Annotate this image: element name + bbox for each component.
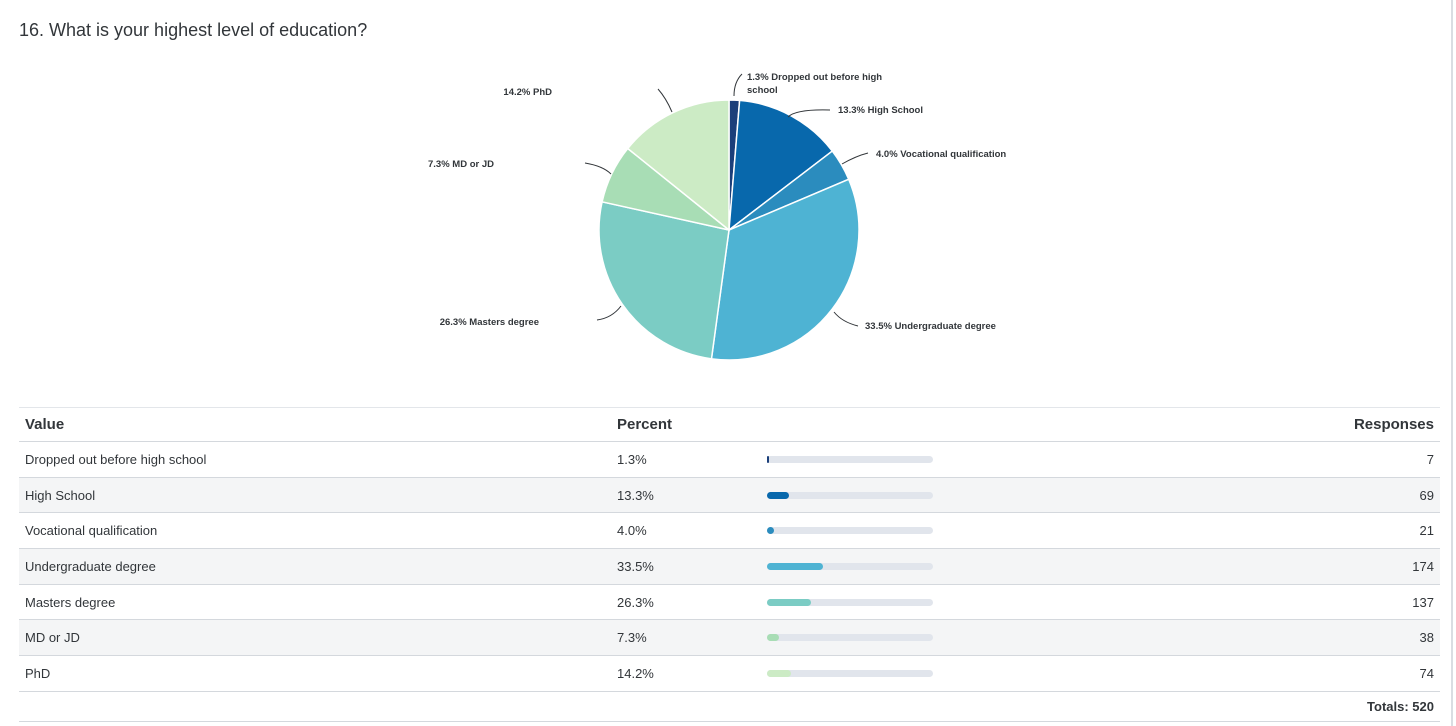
percent-header: Percent <box>617 416 673 433</box>
label-leader-line <box>787 109 831 118</box>
pie-data-label: 33.5% Undergraduate degree <box>865 321 996 332</box>
row-responses: 74 <box>1419 665 1434 681</box>
row-value: High School <box>25 487 96 503</box>
row-bar <box>761 549 951 585</box>
label-leader-line <box>584 162 612 175</box>
bar-header <box>761 408 951 442</box>
bar-track <box>767 491 933 499</box>
bar-fill <box>767 455 770 463</box>
bar-fill <box>767 634 780 642</box>
pie-data-label: 4.0% Vocational qualification <box>876 149 1006 160</box>
bar-fill <box>767 527 774 535</box>
label-leader-line <box>657 88 673 113</box>
table-row: Undergraduate degree 33.5% 174 <box>19 548 1440 585</box>
pie-data-label: 13.3% High School <box>838 105 923 116</box>
pie-slice-masters-degree[interactable] <box>598 200 730 360</box>
table-row: Masters degree 26.3% 137 <box>19 584 1440 620</box>
table-row: MD or JD 7.3% 38 <box>19 619 1440 656</box>
row-bar <box>761 477 951 513</box>
label-leader-line <box>733 73 743 97</box>
row-responses: 137 <box>1412 594 1434 610</box>
label-leader-line <box>833 311 859 327</box>
row-bar <box>761 656 951 692</box>
row-percent: 26.3% <box>617 594 654 610</box>
row-value: Vocational qualification <box>25 523 158 539</box>
results-table: Value Percent Responses Dropped out befo… <box>19 407 1440 722</box>
bar-track <box>767 669 933 677</box>
totals: Totals: 520 <box>1367 698 1434 714</box>
row-value: PhD <box>25 665 51 681</box>
row-percent: 7.3% <box>617 630 647 646</box>
responses-header: Responses <box>1353 416 1434 433</box>
row-percent: 14.2% <box>617 665 654 681</box>
pie-data-label: 26.3% Masters degree <box>440 317 539 328</box>
bar-track <box>767 562 933 570</box>
bar-track <box>767 455 933 463</box>
table-header-row: Value Percent Responses <box>19 407 1440 442</box>
row-responses: 38 <box>1419 630 1434 646</box>
bar-fill <box>767 562 823 570</box>
row-percent: 1.3% <box>617 451 647 467</box>
row-value: Undergraduate degree <box>25 558 156 574</box>
value-header: Value <box>25 416 65 433</box>
row-responses: 21 <box>1419 523 1434 539</box>
row-bar <box>761 620 951 656</box>
pie-data-label: 7.3% MD or JD <box>428 159 494 170</box>
row-responses: 69 <box>1419 487 1434 503</box>
row-percent: 4.0% <box>617 523 647 539</box>
bar-track <box>767 598 933 606</box>
row-responses: 174 <box>1412 558 1434 574</box>
pie-slice-undergraduate-degree[interactable] <box>710 178 860 361</box>
bar-track <box>767 527 933 535</box>
row-bar <box>761 513 951 549</box>
row-bar <box>761 442 951 478</box>
pie-data-label: 14.2% PhD <box>503 87 552 98</box>
label-leader-line <box>596 305 622 321</box>
pie-slice-phd[interactable] <box>626 99 730 232</box>
bar-fill <box>767 491 790 499</box>
table-row: PhD 14.2% 74 <box>19 656 1440 692</box>
row-value: Dropped out before high school <box>25 451 207 467</box>
totals-row: Totals: 520 <box>19 691 1440 722</box>
row-responses: 7 <box>1426 451 1434 467</box>
bar-track <box>767 634 933 642</box>
question-title: 16. What is your highest level of educat… <box>19 20 368 40</box>
table-row: Dropped out before high school 1.3% 7 <box>19 442 1440 478</box>
row-bar <box>761 584 951 620</box>
row-percent: 13.3% <box>617 487 654 503</box>
row-value: Masters degree <box>25 594 116 610</box>
pie-slice-high-school[interactable] <box>728 99 834 232</box>
table-row: Vocational qualification 4.0% 21 <box>19 513 1440 549</box>
label-leader-line <box>841 152 869 165</box>
bar-fill <box>767 669 791 677</box>
pie-chart: 1.3% Dropped out before high school 13.3% … <box>428 72 1006 361</box>
page-right-border <box>1451 0 1453 726</box>
pie-data-label: 1.3% Dropped out before high school <box>747 72 882 96</box>
table-row: High School 13.3% 69 <box>19 477 1440 513</box>
row-percent: 33.5% <box>617 558 654 574</box>
bar-fill <box>767 598 811 606</box>
row-value: MD or JD <box>25 630 80 646</box>
